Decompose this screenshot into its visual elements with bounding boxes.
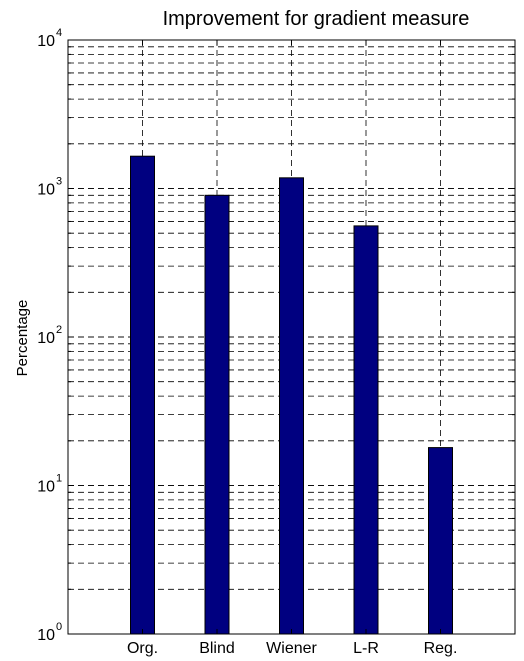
x-tick-label: Wiener (266, 640, 317, 657)
y-tick-exponent: 3 (56, 176, 62, 188)
y-tick-label: 10 3 (37, 176, 62, 199)
y-tick-base: 10 (37, 479, 55, 496)
y-tick-label: 10 1 (37, 473, 62, 496)
x-tick-label: Org. (127, 640, 158, 657)
x-tick-label: L-R (353, 640, 379, 657)
y-axis-label: Percentage (14, 300, 31, 377)
y-tick-label: 10 4 (37, 27, 62, 50)
bars (130, 155, 453, 635)
y-tick-label: 10 2 (37, 324, 62, 347)
y-tick-exponent: 0 (56, 621, 62, 633)
y-tick-exponent: 1 (56, 473, 62, 485)
y-tick-exponent: 4 (56, 27, 62, 39)
y-tick-exponent: 2 (56, 324, 62, 336)
x-tick-label: Blind (199, 640, 235, 657)
bar (279, 177, 304, 635)
x-tick-label: Reg. (424, 640, 458, 657)
bar (204, 194, 230, 635)
chart-title: Improvement for gradient measure (163, 8, 470, 30)
x-tick-labels: Org. Blind Wiener L-R Reg. (127, 640, 457, 657)
bar (130, 155, 155, 635)
y-tick-base: 10 (37, 627, 55, 644)
y-tick-base: 10 (37, 182, 55, 199)
bar (428, 447, 453, 635)
bar (353, 225, 379, 635)
y-tick-base: 10 (37, 330, 55, 347)
axis-ticks (68, 39, 515, 635)
y-tick-label: 10 0 (37, 621, 62, 644)
y-tick-base: 10 (37, 33, 55, 50)
